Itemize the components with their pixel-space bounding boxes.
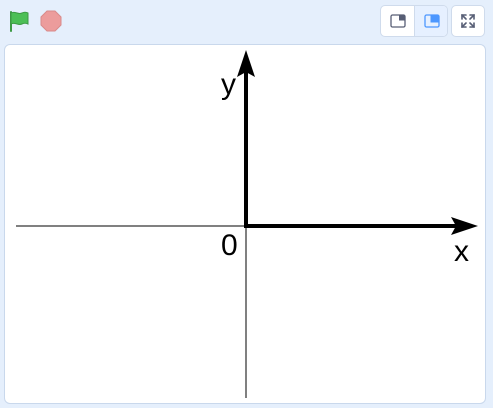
green-flag-icon [10, 11, 29, 32]
fullscreen-button[interactable] [451, 5, 485, 37]
x-axis-arrowhead [451, 217, 478, 235]
small-stage-icon [389, 14, 406, 28]
normal-stage-button[interactable] [415, 6, 447, 36]
fullscreen-icon [461, 14, 475, 28]
axes-drawing [16, 50, 478, 398]
small-stage-button[interactable] [381, 6, 414, 36]
toggle-divider [414, 6, 415, 36]
normal-stage-icon [423, 14, 440, 28]
stage-canvas[interactable]: y 0 x [4, 44, 486, 404]
origin-label: 0 [221, 229, 238, 262]
y-axis-label: y [221, 68, 236, 101]
x-axis-label: x [454, 235, 469, 268]
green-flag-button[interactable] [6, 8, 32, 34]
stop-icon [40, 10, 62, 32]
stage-toolbar [0, 0, 493, 42]
y-axis-arrowhead [237, 50, 255, 77]
stop-button[interactable] [38, 8, 64, 34]
stage-size-toggle [380, 5, 448, 37]
